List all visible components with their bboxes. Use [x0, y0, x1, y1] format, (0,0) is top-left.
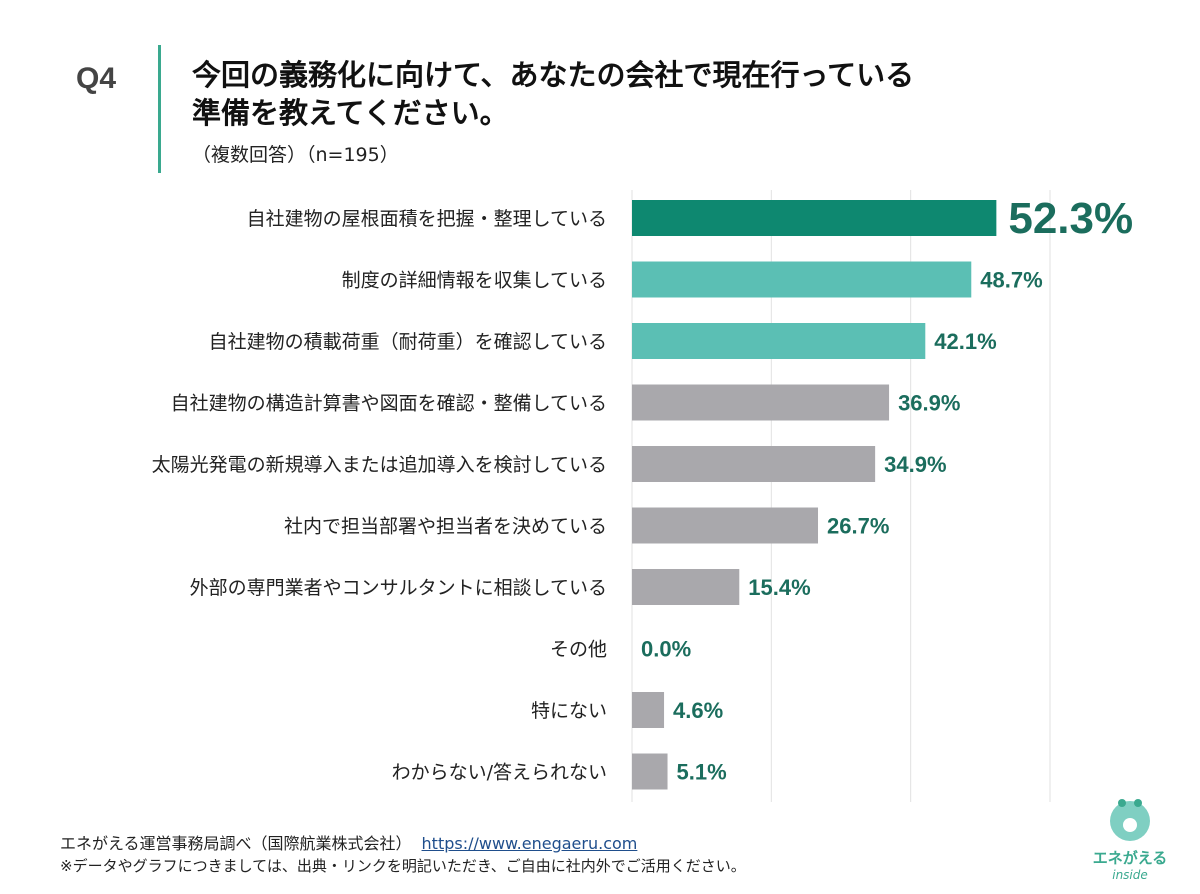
data-label: 52.3% — [1008, 194, 1133, 243]
category-label: 特にない — [531, 700, 607, 722]
question-number: Q4 — [76, 62, 117, 95]
divider — [158, 45, 161, 173]
data-label: 42.1% — [934, 329, 996, 354]
category-label: その他 — [550, 639, 607, 661]
data-label: 34.9% — [884, 452, 946, 477]
bar — [632, 753, 668, 790]
category-label: 制度の詳細情報を収集している — [342, 270, 607, 292]
category-label: 社内で担当部署や担当者を決めている — [284, 516, 607, 538]
bar — [632, 323, 926, 359]
title-line-2: 準備を教えてください。 — [192, 96, 509, 130]
logo-mascot-icon — [1110, 799, 1150, 841]
logo: エネがえる inside — [1090, 795, 1170, 882]
source-link[interactable]: https://www.enegaeru.com — [421, 834, 638, 853]
data-label: 48.7% — [980, 268, 1042, 293]
category-label: 太陽光発電の新規導入または追加導入を検討している — [152, 454, 607, 476]
bar — [632, 569, 740, 605]
data-label: 36.9% — [898, 391, 960, 416]
bar — [632, 200, 997, 236]
source-note: エネがえる運営事務局調べ（国際航業株式会社） https://www.enegae… — [60, 830, 637, 854]
data-label: 26.7% — [827, 514, 889, 539]
bar — [632, 261, 972, 298]
title-line-1: 今回の義務化に向けて、あなたの会社で現在行っている — [192, 58, 915, 92]
bar — [632, 507, 819, 544]
category-label: 自社建物の積載荷重（耐荷重）を確認している — [209, 331, 607, 353]
category-label: 自社建物の構造計算書や図面を確認・整備している — [171, 393, 607, 415]
bar — [632, 446, 876, 482]
subtitle: （複数回答）（n=195） — [192, 144, 399, 166]
data-label: 0.0% — [641, 637, 691, 662]
category-label: 自社建物の屋根面積を把握・整理している — [247, 208, 607, 230]
logo-subtext: inside — [1112, 868, 1148, 882]
data-label: 15.4% — [748, 575, 810, 600]
page-title: 今回の義務化に向けて、あなたの会社で現在行っている 準備を教えてください。 — [192, 56, 1092, 132]
data-label: 5.1% — [677, 760, 727, 785]
bar — [632, 384, 890, 421]
category-label: 外部の専門業者やコンサルタントに相談している — [190, 577, 607, 599]
logo-text: エネがえる — [1092, 849, 1168, 867]
bar — [632, 692, 665, 728]
data-label: 4.6% — [673, 698, 723, 723]
source-text: エネがえる運営事務局調べ（国際航業株式会社） — [60, 834, 412, 853]
usage-note: ※データやグラフにつきましては、出典・リンクを明記いただき、ご自由に社内外でご活… — [60, 857, 746, 875]
category-label: わからない/答えられない — [392, 762, 607, 784]
